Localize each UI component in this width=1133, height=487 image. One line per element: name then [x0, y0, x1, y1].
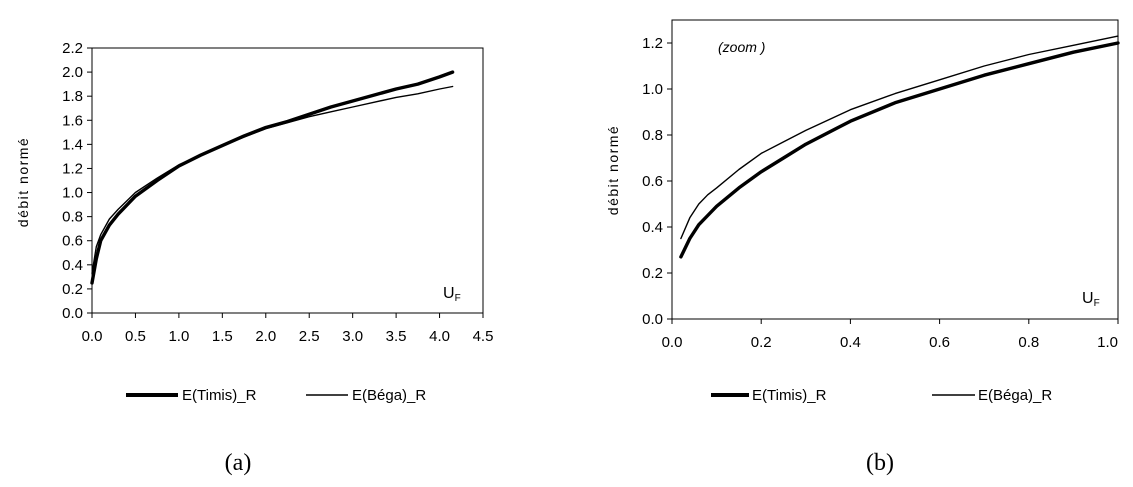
- chart-1-xtick-label: 0.0: [662, 334, 683, 351]
- chart-0-ytick-label: 1.0: [62, 185, 83, 202]
- chart-0-xtick-label: 0.0: [82, 328, 103, 345]
- chart-1-x-axis-label: UF: [1082, 290, 1100, 309]
- chart-0-xtick-label: 3.0: [342, 328, 363, 345]
- chart-1-ytick-label: 1.2: [642, 35, 663, 52]
- chart-0-xtick-label: 0.5: [125, 328, 146, 345]
- chart-0-ytick-label: 0.2: [62, 281, 83, 298]
- chart-0-ytick-label: 0.6: [62, 233, 83, 250]
- chart-0-plot-frame: [91, 47, 484, 314]
- chart-1-y-axis-label: débit normé: [605, 125, 621, 215]
- chart-1-plot-frame: [671, 19, 1119, 320]
- chart-1-xtick-label: 0.6: [929, 334, 950, 351]
- chart-0-x-axis-label: UF: [443, 285, 461, 304]
- chart-1-xtick-label: 0.8: [1018, 334, 1039, 351]
- chart-0-xtick-label: 4.5: [473, 328, 494, 345]
- chart-1-ytick-label: 0.4: [642, 219, 663, 236]
- chart-0-caption: (a): [225, 450, 252, 476]
- chart-1-ytick-label: 0.8: [642, 127, 663, 144]
- chart-0-xtick-label: 1.0: [168, 328, 189, 345]
- chart-0-ytick-label: 1.8: [62, 88, 83, 105]
- chart-1-annotation: (zoom ): [718, 39, 765, 55]
- chart-1-legend-label-0: E(Timis)_R: [752, 387, 827, 404]
- chart-1-caption: (b): [866, 450, 894, 476]
- chart-0-xtick-label: 1.5: [212, 328, 233, 345]
- chart-1-series-0-line: [679, 41, 1120, 259]
- chart-1-xtick-label: 0.2: [751, 334, 772, 351]
- chart-1-ytick-label: 0.2: [642, 265, 663, 282]
- chart-1-xtick-label: 1.0: [1097, 334, 1118, 351]
- chart-1-ytick-label: 0.0: [642, 311, 663, 328]
- chart-1-ytick-label: 0.6: [642, 173, 663, 190]
- chart-0-y-axis-label: débit normé: [15, 137, 31, 227]
- chart-0-legend-label-0: E(Timis)_R: [182, 387, 257, 404]
- chart-0-xtick-label: 2.5: [299, 328, 320, 345]
- chart-0-ytick-label: 1.2: [62, 160, 83, 177]
- chart-0-ytick-label: 0.8: [62, 209, 83, 226]
- chart-0-ytick-label: 1.4: [62, 136, 83, 153]
- chart-0-series-1-line: [91, 85, 454, 274]
- chart-0-ytick-label: 0.0: [62, 305, 83, 322]
- chart-1-ytick-label: 1.0: [642, 81, 663, 98]
- chart-1-series-1-line: [680, 35, 1119, 240]
- chart-1-xtick-label: 0.4: [840, 334, 861, 351]
- chart-0-ytick-label: 2.2: [62, 40, 83, 57]
- chart-0-xtick-label: 2.0: [255, 328, 276, 345]
- chart-0-xtick-label: 4.0: [429, 328, 450, 345]
- chart-0-xtick-label: 3.5: [386, 328, 407, 345]
- chart-0-series-0-line: [90, 70, 455, 285]
- chart-0-ytick-label: 2.0: [62, 64, 83, 81]
- chart-0-ytick-label: 0.4: [62, 257, 83, 274]
- chart-0-legend-label-1: E(Béga)_R: [352, 387, 426, 404]
- chart-0-ytick-label: 1.6: [62, 112, 83, 129]
- chart-1-legend-label-1: E(Béga)_R: [978, 387, 1052, 404]
